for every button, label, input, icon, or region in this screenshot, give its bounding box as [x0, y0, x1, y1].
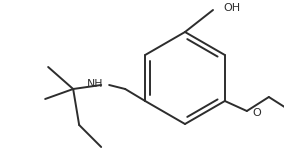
Text: NH: NH	[87, 79, 103, 89]
Text: O: O	[253, 108, 262, 118]
Text: OH: OH	[223, 3, 240, 13]
